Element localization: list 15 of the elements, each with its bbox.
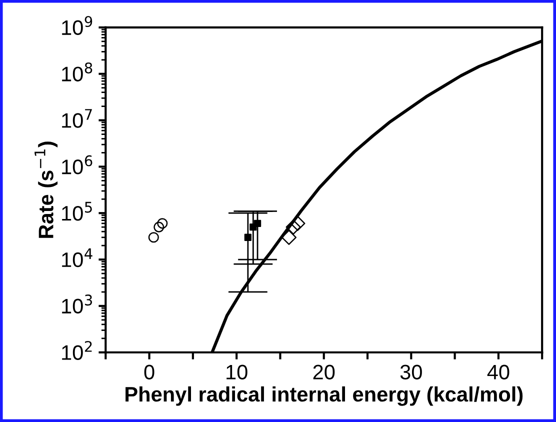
x-tick-label: 0 [144,364,154,380]
y-tick-label: 10$^{5}$ [62,202,92,221]
y-tick-label: 10$^{8}$ [62,62,92,82]
y-axis-title: Rate (s$^{−1}$) [34,142,58,238]
x-tick-label: 20 [313,364,335,380]
y-tick-label: 10$^{4}$ [62,248,92,268]
x-axis-title: Phenyl radical internal energy (kcal/mol) [126,386,523,406]
y-tick-label: 10$^{6}$ [62,155,92,174]
y-tick-label: 10$^{3}$ [62,294,92,314]
x-tick-label: 10 [226,364,248,380]
y-tick-label: 10$^{2}$ [62,340,92,360]
y-tick-label: 10$^{7}$ [62,109,92,128]
x-tick-label: 40 [487,364,510,380]
y-tick-label: 10$^{9}$ [62,16,92,36]
x-tick-label: 30 [400,364,422,380]
